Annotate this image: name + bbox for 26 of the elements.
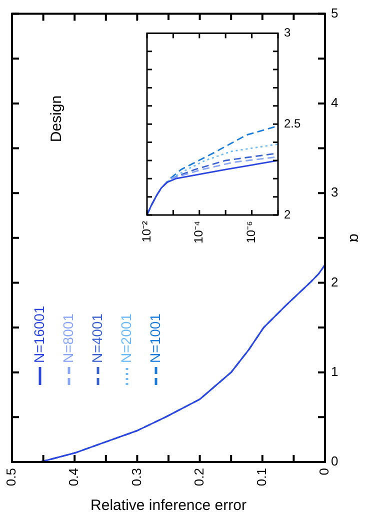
x-tick-label: 0.2 [191,468,206,486]
y-tick-label: 0 [331,454,338,469]
text: N=1001 [146,313,163,363]
annotation: Design [48,95,66,142]
x-tick-label: 0.1 [254,468,269,486]
y-axis-title: α [346,234,363,243]
y-tick-label: 3 [284,26,291,40]
x-tick-label: 0.5 [4,468,19,486]
x-tick-label: 10⁻² [139,220,154,242]
text: N=4001 [88,313,105,363]
y-tick-label: 2 [284,207,291,222]
x-tick-label: 10⁻⁶ [244,220,258,244]
x-tick-label: 0 [316,468,332,476]
text: N=2001 [118,313,134,363]
y-tick-label: 3 [331,184,338,200]
x-tick-label: 0.4 [66,468,82,486]
y-tick-label: 2 [331,274,338,290]
y-tick-label: 4 [331,95,338,110]
text: N=16001 [30,306,47,363]
text: N=8001 [60,313,76,363]
y-tick-label: 2.5 [284,116,302,130]
x-axis-title: Relative inference error [90,497,246,514]
x-tick-label: 10⁻⁴ [192,221,206,244]
y-tick-label: 5 [331,5,338,20]
x-tick-label: 0.3 [128,468,144,486]
y-tick-label: 1 [331,364,338,379]
